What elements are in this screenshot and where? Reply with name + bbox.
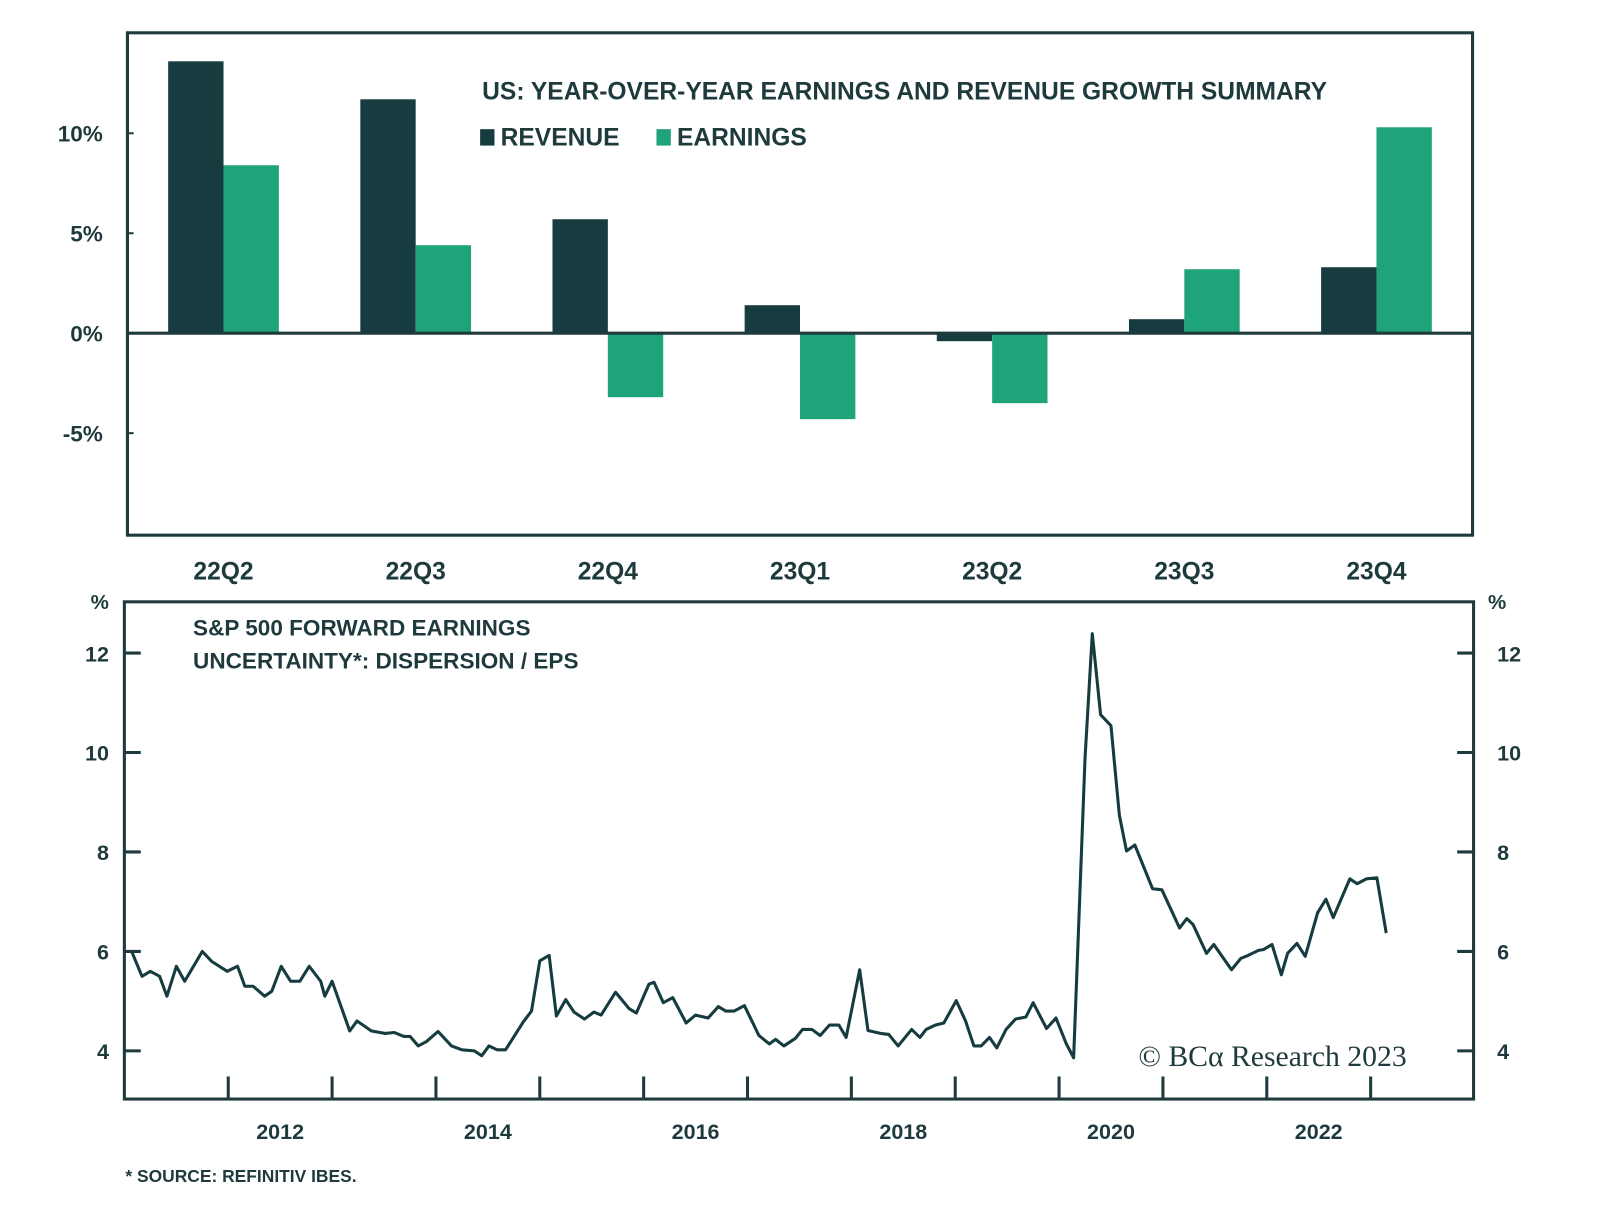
bar-chart-title: US: YEAR-OVER-YEAR EARNINGS AND REVENUE …	[482, 78, 1327, 105]
bca-watermark: © BCα Research 2023	[1138, 1041, 1406, 1073]
y-tick-label-right: 6	[1497, 941, 1509, 965]
bar-earnings-23Q2	[992, 333, 1048, 404]
bar-revenue-22Q2	[168, 61, 224, 334]
bar-earnings-22Q4	[607, 333, 664, 398]
bar-earnings-23Q3	[1184, 269, 1240, 334]
y-unit-left: %	[91, 591, 109, 614]
legend-swatch-earnings	[656, 129, 671, 146]
y-tick-label: 5%	[70, 221, 103, 246]
line-chart-frame	[122, 600, 1476, 1101]
y-tick-label-right: 10	[1497, 742, 1521, 766]
bars	[168, 61, 1432, 420]
y-unit-right: %	[1488, 591, 1506, 614]
line-chart: % % S&P 500 FORWARD EARNINGS UNCERTAINTY…	[85, 591, 1521, 1144]
bar-revenue-23Q3	[1128, 319, 1185, 334]
x-tick-label-22Q4: 22Q4	[578, 558, 638, 585]
x-tick-label-2014: 2014	[464, 1120, 512, 1144]
x-tick-label-23Q4: 23Q4	[1346, 558, 1406, 585]
line-chart-title-line2: UNCERTAINTY*: DISPERSION / EPS	[193, 648, 578, 673]
legend-label-revenue: REVENUE	[501, 125, 620, 152]
bar-earnings-23Q1	[800, 333, 856, 420]
y-tick-label: 0%	[70, 321, 103, 346]
x-tick-label-23Q1: 23Q1	[770, 558, 830, 585]
line-x-axis: 2012 2014 2016 2018 2020 2022	[226, 1076, 1373, 1144]
bar-revenue-22Q4	[552, 219, 608, 334]
bar-x-axis: 22Q2 22Q3 22Q4 23Q1 23Q2 23Q3 23Q4	[193, 558, 1406, 585]
x-tick-label-2016: 2016	[672, 1120, 720, 1144]
x-tick-label-23Q3: 23Q3	[1154, 558, 1214, 585]
bar-revenue-23Q2	[936, 333, 993, 342]
x-tick-label-2018: 2018	[879, 1120, 927, 1144]
bar-earnings-23Q4	[1376, 127, 1432, 334]
x-tick-label-2012: 2012	[256, 1120, 304, 1144]
bar-chart: 10%5%0%-5% 22Q2 22Q3 22Q4 23Q1 23Q2 23Q3 23Q4 …	[58, 31, 1475, 585]
y-tick-label-left: 10	[85, 742, 109, 766]
line-y-axes: 4 4 6 6 8 8 10 10 12 12	[85, 642, 1521, 1064]
y-tick-label-right: 12	[1497, 642, 1521, 666]
x-tick-label-2022: 2022	[1295, 1120, 1343, 1144]
bar-chart-frame	[125, 31, 1475, 537]
y-tick-label-right: 4	[1497, 1040, 1509, 1064]
source-footnote: * SOURCE: REFINITIV IBES.	[125, 1166, 356, 1186]
x-tick-label-2020: 2020	[1087, 1120, 1135, 1144]
y-tick-label-left: 4	[97, 1040, 109, 1064]
x-tick-label-22Q3: 22Q3	[386, 558, 446, 585]
line-chart-title-line1: S&P 500 FORWARD EARNINGS	[193, 616, 530, 641]
bar-revenue-22Q3	[360, 99, 416, 334]
bar-revenue-23Q4	[1321, 267, 1377, 334]
bar-revenue-23Q1	[744, 305, 800, 334]
bar-earnings-22Q3	[415, 245, 472, 334]
bar-y-axis: 10% 5% 0% -5%	[58, 121, 134, 446]
y-tick-label-left: 12	[85, 642, 109, 666]
y-tick-label: -5%	[63, 421, 103, 446]
y-tick-label: 10%	[58, 121, 103, 146]
y-tick-label-left: 8	[97, 841, 109, 865]
uncertainty-line	[130, 632, 1388, 1060]
x-tick-label-22Q2: 22Q2	[193, 558, 253, 585]
legend-label-earnings: EARNINGS	[677, 125, 807, 152]
bar-earnings-22Q2	[223, 165, 279, 334]
y-tick-label-right: 8	[1497, 841, 1509, 865]
legend-swatch-revenue	[480, 129, 495, 146]
x-tick-label-23Q2: 23Q2	[962, 558, 1022, 585]
y-tick-label-left: 6	[97, 941, 109, 965]
